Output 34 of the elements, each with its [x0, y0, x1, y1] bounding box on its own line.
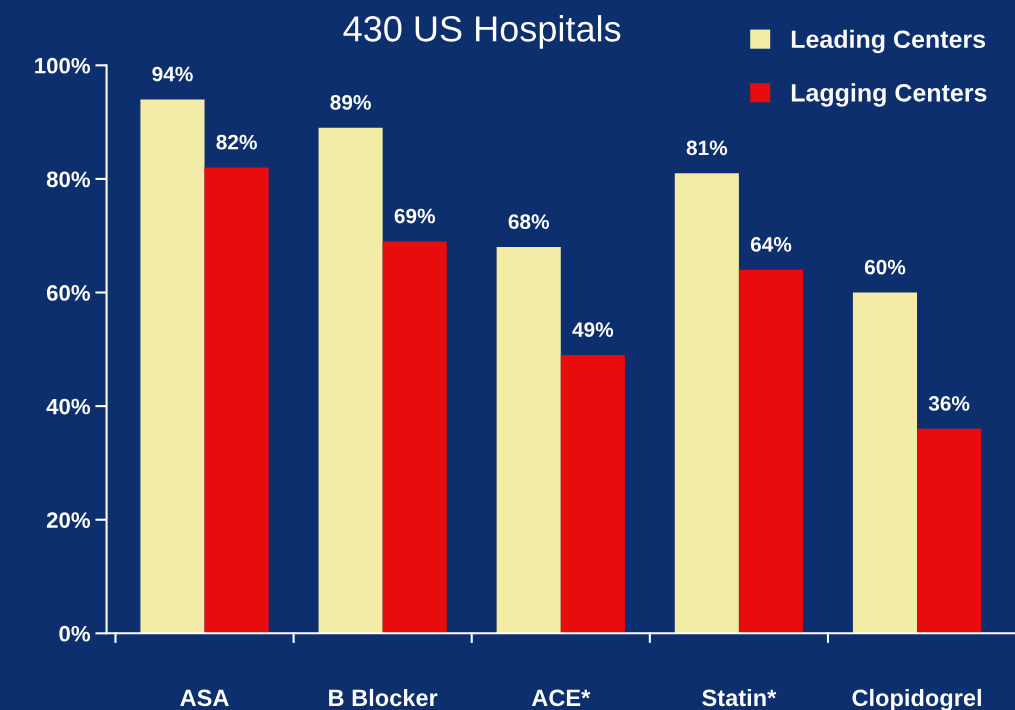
bar: [318, 127, 383, 634]
bar: [738, 269, 804, 634]
data-label: 81%: [686, 140, 728, 156]
data-label: 64%: [750, 237, 792, 252]
data-label: 94%: [152, 66, 193, 82]
x-tick-label: B Blocker: [329, 688, 438, 707]
data-label: 60%: [864, 259, 906, 275]
legend-label: Leading Centers: [791, 29, 986, 54]
y-tick-label: 0%: [59, 625, 91, 642]
bar: [674, 173, 739, 634]
x-tick-label: Statin*: [702, 688, 777, 707]
bar: [496, 247, 561, 634]
bar: [560, 355, 625, 634]
x-tick-label: ASA: [180, 689, 229, 707]
y-tick-label: 80%: [46, 171, 91, 188]
data-label: 36%: [928, 396, 970, 411]
y-tick-label: 20%: [46, 512, 91, 528]
y-tick-label: 60%: [46, 285, 91, 301]
y-tick-label: 40%: [46, 398, 91, 415]
data-label: 69%: [394, 208, 436, 224]
legend-label: Lagging Centers: [791, 83, 987, 107]
bar: [204, 167, 269, 634]
data-label: 82%: [216, 134, 257, 150]
data-label: 89%: [330, 95, 371, 110]
data-label: 49%: [572, 322, 614, 337]
data-label: 68%: [508, 214, 550, 230]
chart-title: 430 US Hospitals: [343, 15, 621, 49]
x-tick-label: ACE*: [531, 689, 591, 707]
x-tick-label: Clopidogrel: [852, 688, 981, 710]
bar: [140, 99, 205, 634]
bar: [852, 292, 918, 634]
bar: [382, 241, 447, 634]
bar: [917, 428, 982, 634]
y-tick-label: 100%: [35, 57, 91, 74]
